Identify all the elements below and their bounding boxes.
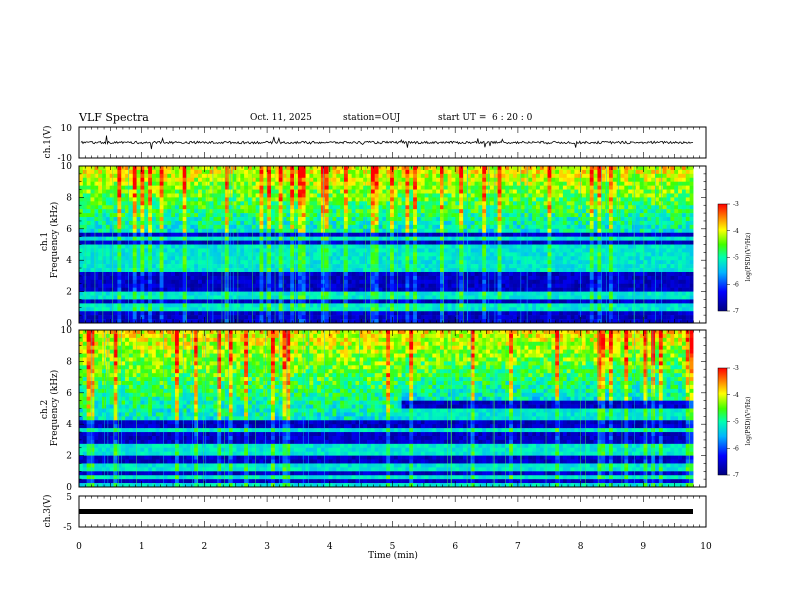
ch2-colorbar-tick--5: -5 bbox=[733, 419, 739, 426]
x-tick-label-8: 8 bbox=[578, 542, 584, 552]
ch1-spectrogram-ytick-0: 0 bbox=[66, 319, 72, 329]
x-tick-label-1: 1 bbox=[139, 542, 145, 552]
ch2-spectrogram-ytick-4: 4 bbox=[66, 420, 72, 430]
x-tick-label-3: 3 bbox=[264, 542, 270, 552]
ch1-spectrogram-ytick-10: 10 bbox=[61, 162, 73, 172]
ch1-colorbar-tick--6: -6 bbox=[733, 281, 739, 288]
ch3-ytick-top: 5 bbox=[66, 493, 72, 503]
ch2-colorbar-tick--6: -6 bbox=[733, 445, 739, 452]
x-tick-label-10: 10 bbox=[700, 542, 712, 552]
ch1-spectrogram-ytick-4: 4 bbox=[66, 256, 72, 266]
ch1-ytick-top: 10 bbox=[61, 124, 73, 134]
ch3-ytick-bottom: -5 bbox=[63, 523, 72, 533]
ch1-spectrogram-ylabel-ch: ch.1 bbox=[40, 232, 50, 251]
ch2-spectrogram-ytick-6: 6 bbox=[66, 389, 72, 399]
ch2-spectrogram-ylabel-ch: ch.2 bbox=[40, 400, 50, 419]
x-tick-label-4: 4 bbox=[327, 542, 333, 552]
x-tick-label-5: 5 bbox=[390, 542, 396, 552]
ch2-spectrogram-ytick-10: 10 bbox=[61, 326, 73, 336]
ch1-spectrogram-ytick-8: 8 bbox=[66, 193, 72, 203]
x-tick-label-2: 2 bbox=[202, 542, 208, 552]
x-tick-label-7: 7 bbox=[515, 542, 521, 552]
ch2-spectrogram-ytick-8: 8 bbox=[66, 357, 72, 367]
ch2-spectrogram bbox=[79, 330, 706, 488]
ch1-spectrogram-ylabel-freq: Frequency (kHz) bbox=[49, 202, 60, 279]
ch1-colorbar-tick--7: -7 bbox=[733, 308, 739, 315]
ch2-spectrogram-ylabel: ch.2 Frequency (kHz) bbox=[40, 370, 60, 447]
ch2-colorbar-tick--7: -7 bbox=[733, 472, 739, 479]
ch1-ylabel: ch.1(V) bbox=[42, 126, 53, 159]
ch1-colorbar-tick--4: -4 bbox=[733, 228, 739, 235]
ch1-spectrogram-ytick-6: 6 bbox=[66, 225, 72, 235]
station-label: station=OUJ bbox=[343, 113, 401, 123]
ch1-colorbar-tick--3: -3 bbox=[733, 201, 739, 208]
ch2-colorbar-tick--3: -3 bbox=[733, 365, 739, 372]
ch2-colorbar-label: log(PSD)(V²/Hz) bbox=[745, 397, 752, 446]
date-label: Oct. 11, 2025 bbox=[250, 113, 312, 123]
ch1-waveform-trace bbox=[80, 135, 694, 150]
ch2-colorbar bbox=[717, 367, 728, 476]
ch1-spectrogram-ylabel: ch.1 Frequency (kHz) bbox=[40, 202, 60, 279]
ch2-spectrogram-ylabel-freq: Frequency (kHz) bbox=[49, 370, 60, 447]
ch3-waveform-trace bbox=[79, 509, 693, 514]
ch2-spectrogram-ytick-0: 0 bbox=[66, 483, 72, 493]
x-tick-label-9: 9 bbox=[640, 542, 646, 552]
ch1-colorbar-label: log(PSD)(V²/Hz) bbox=[745, 233, 752, 282]
ch1-ytick-bottom: -10 bbox=[58, 154, 73, 164]
start-ut-label: start UT = bbox=[438, 113, 487, 123]
start-ut-value: 6 : 20 : 0 bbox=[492, 113, 533, 123]
ch1-spectrogram-ytick-2: 2 bbox=[66, 288, 72, 298]
ch1-spectrogram bbox=[79, 166, 706, 324]
ch1-colorbar bbox=[717, 203, 728, 312]
x-tick-label-0: 0 bbox=[76, 542, 82, 552]
ch1-waveform-line bbox=[80, 135, 694, 150]
ch1-colorbar-tick--5: -5 bbox=[733, 255, 739, 262]
ch3-ylabel: ch.3(V) bbox=[42, 495, 53, 528]
x-tick-label-6: 6 bbox=[452, 542, 458, 552]
x-axis-label: Time (min) bbox=[368, 550, 418, 561]
ch2-colorbar-tick--4: -4 bbox=[733, 392, 739, 399]
ch2-spectrogram-ytick-2: 2 bbox=[66, 452, 72, 462]
chart-title: VLF Spectra bbox=[79, 111, 149, 124]
